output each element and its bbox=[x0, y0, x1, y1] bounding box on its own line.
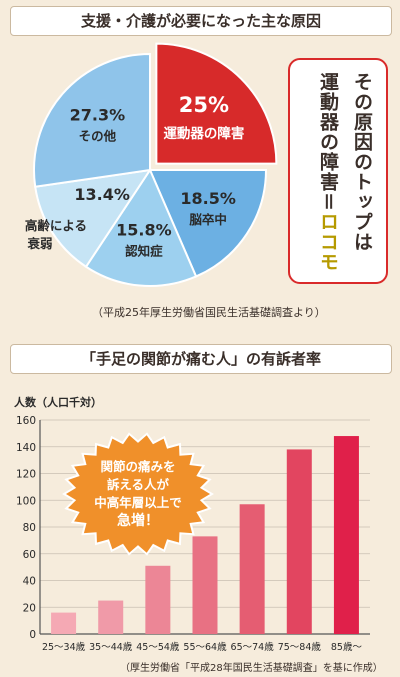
x-tick-label-6: 85歳～ bbox=[331, 641, 363, 653]
burst-line-1: 関節の痛みを bbox=[100, 459, 176, 474]
pie-value-other: 27.3% bbox=[70, 105, 126, 124]
pie-slice-locomotive bbox=[155, 42, 278, 165]
pie-slice-stroke bbox=[148, 169, 268, 278]
pie-slice-frailty bbox=[34, 168, 153, 269]
pie-label-frailty-1: 高齢による bbox=[25, 218, 87, 233]
bar-0 bbox=[51, 612, 77, 634]
pie-slice-other bbox=[33, 52, 151, 188]
callout-highlight: ロコモ bbox=[317, 212, 339, 273]
bar-4 bbox=[239, 504, 265, 634]
pie-label-other: その他 bbox=[79, 128, 117, 143]
burst-line-3: 中高年層以上で bbox=[94, 495, 182, 510]
y-tick-label-60: 60 bbox=[23, 549, 36, 561]
callout-line2-prefix: 運動器の障害＝ bbox=[317, 72, 339, 213]
burst-line-2: 訴える人が bbox=[106, 477, 170, 492]
y-tick-label-40: 40 bbox=[23, 576, 36, 588]
x-tick-label-3: 55～64歳 bbox=[183, 641, 227, 653]
callout-line1: その原因のトップは bbox=[351, 72, 373, 252]
pie-label-locomotive: 運動器の障害 bbox=[163, 125, 244, 142]
x-tick-label-2: 45～54歳 bbox=[136, 641, 180, 653]
y-axis-title: 人数（人口千対） bbox=[14, 395, 102, 409]
bar-2 bbox=[145, 565, 171, 634]
pie-value-frailty: 13.4% bbox=[74, 185, 130, 204]
burst-line-4: 急増！ bbox=[117, 513, 159, 529]
callout-box: その原因のトップは 運動器の障害＝ロコモ bbox=[288, 58, 388, 284]
x-tick-label-4: 65～74歳 bbox=[231, 641, 275, 653]
x-tick-label-0: 25～34歳 bbox=[42, 641, 86, 653]
burst-text: 関節の痛みを 訴える人が 中高年層以上で 急増！ bbox=[58, 458, 218, 530]
pie-label-stroke: 脳卒中 bbox=[189, 212, 227, 227]
pie-label-frailty-2: 衰弱 bbox=[26, 236, 52, 251]
y-tick-label-80: 80 bbox=[23, 522, 36, 534]
pie-section-title: 支援・介護が必要になった主な原因 bbox=[10, 6, 392, 36]
x-tick-label-5: 75～84歳 bbox=[278, 641, 322, 653]
pie-label-dementia: 認知症 bbox=[125, 243, 163, 258]
x-tick-label-1: 35～44歳 bbox=[89, 641, 133, 653]
bar-1 bbox=[98, 600, 124, 634]
y-tick-label-160: 160 bbox=[16, 415, 36, 427]
y-tick-label-20: 20 bbox=[23, 602, 36, 614]
y-tick-label-100: 100 bbox=[16, 495, 36, 507]
bar-5 bbox=[286, 449, 312, 634]
pie-value-stroke: 18.5% bbox=[180, 189, 236, 208]
callout-line2: 運動器の障害＝ロコモ bbox=[315, 72, 342, 272]
y-tick-label-120: 120 bbox=[16, 469, 36, 481]
pie-value-locomotive: 25% bbox=[179, 93, 229, 117]
pie-source-note: （平成25年厚生労働省国民生活基礎調査より） bbox=[92, 306, 326, 319]
y-tick-label-0: 0 bbox=[29, 629, 36, 641]
bar-6 bbox=[333, 436, 359, 634]
bar-section-title: 「手足の関節が痛む人」の有訴者率 bbox=[10, 344, 392, 374]
pie-slice-dementia bbox=[84, 167, 198, 287]
bar-3 bbox=[192, 536, 218, 634]
pie-value-dementia: 15.8% bbox=[116, 220, 172, 239]
bar-source-note: （厚生労働省「平成28年国民生活基礎調査」を基に作成） bbox=[120, 663, 383, 674]
y-tick-label-140: 140 bbox=[16, 442, 36, 454]
burst-shape bbox=[62, 432, 214, 556]
